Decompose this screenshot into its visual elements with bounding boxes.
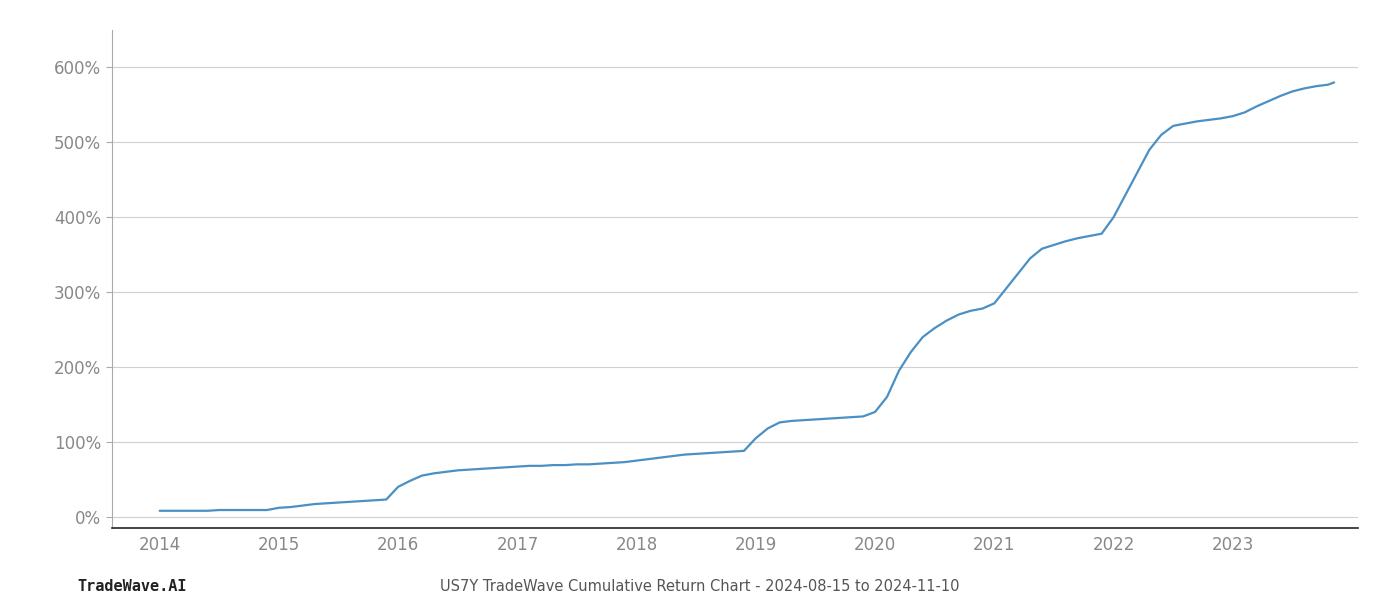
Text: TradeWave.AI: TradeWave.AI <box>77 579 186 594</box>
Text: US7Y TradeWave Cumulative Return Chart - 2024-08-15 to 2024-11-10: US7Y TradeWave Cumulative Return Chart -… <box>440 579 960 594</box>
